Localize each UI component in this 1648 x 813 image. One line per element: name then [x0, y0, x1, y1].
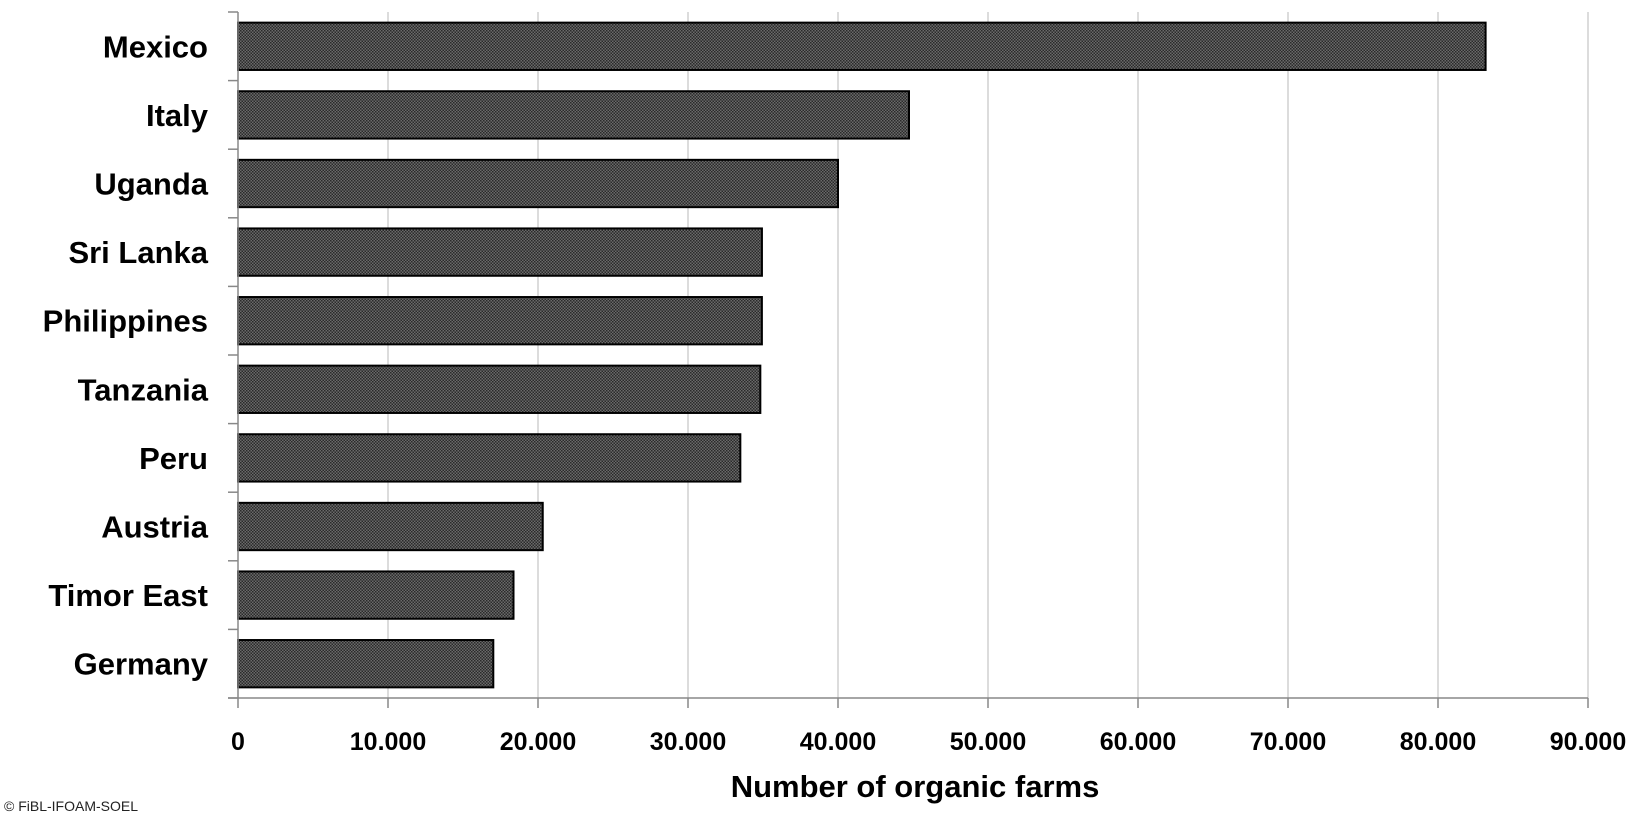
x-tick-label: 70.000 [1250, 728, 1326, 756]
bar-sri-lanka [237, 227, 763, 277]
source-credit: © FiBL-IFOAM-SOEL [4, 798, 138, 813]
category-label: Italy [146, 98, 209, 133]
category-label: Timor East [48, 578, 208, 613]
bar-austria [237, 501, 544, 552]
category-label: Peru [139, 441, 208, 476]
x-tick-labels: 0 10.000 20.000 30.000 40.000 50.000 60.000 70.… [231, 728, 1626, 756]
category-label: Sri Lanka [68, 235, 208, 270]
bar-germany [237, 639, 495, 689]
bar-tanzania [237, 364, 762, 414]
x-tick-label: 30.000 [650, 728, 726, 756]
x-tick-label: 20.000 [500, 728, 576, 756]
bars [237, 21, 1487, 689]
x-tick-label: 60.000 [1100, 728, 1176, 756]
category-label: Austria [101, 510, 209, 545]
x-tick-label: 50.000 [950, 728, 1026, 756]
x-tick-label: 0 [231, 728, 245, 756]
bar-philippines [237, 296, 763, 346]
bar-peru [237, 433, 742, 483]
category-label: Philippines [43, 304, 208, 339]
category-label: Mexico [103, 29, 208, 64]
bar-mexico [237, 21, 1487, 71]
x-tick-label: 40.000 [800, 728, 876, 756]
x-tick-label: 90.000 [1550, 728, 1626, 756]
category-label: Tanzania [78, 372, 209, 407]
category-label: Germany [74, 647, 209, 682]
bar-timor-east [237, 570, 515, 620]
bar-italy [237, 90, 910, 140]
axes [228, 11, 1589, 708]
x-tick-label: 10.000 [350, 728, 426, 756]
x-tick-label: 80.000 [1400, 728, 1476, 756]
x-axis-title: Number of organic farms [731, 769, 1100, 804]
category-labels: Mexico Italy Uganda Sri Lanka Philippines Tan… [43, 29, 209, 681]
bar-uganda [237, 158, 839, 209]
category-label: Uganda [94, 167, 208, 202]
